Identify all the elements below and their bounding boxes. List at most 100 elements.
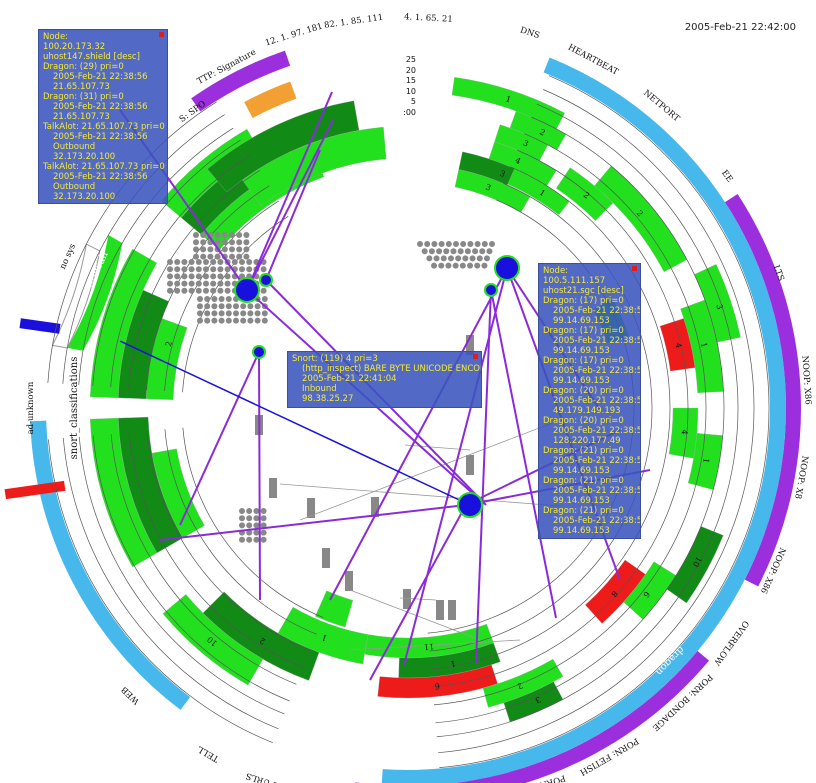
host-dot <box>474 262 481 269</box>
host-dot <box>181 259 188 265</box>
segment-label[interactable]: WEB <box>120 684 142 706</box>
host-dot <box>210 266 217 273</box>
host-dot <box>217 280 224 287</box>
ring-arc <box>191 50 291 112</box>
host-dot <box>239 536 245 543</box>
host-dot <box>462 255 469 262</box>
ring-arc <box>244 81 297 118</box>
host-dot <box>236 246 243 253</box>
cell-count: 1 <box>450 659 457 669</box>
host-dot <box>253 522 260 529</box>
alert-link <box>246 91 333 291</box>
host-dot <box>203 266 209 273</box>
host-dot <box>193 253 199 260</box>
host-dot <box>174 287 181 294</box>
segment-label[interactable]: S: SPO <box>178 99 208 125</box>
host-dot <box>210 273 217 280</box>
scale-label: 20 <box>405 65 416 75</box>
host-dot <box>233 303 239 310</box>
ring-cell <box>202 591 320 681</box>
popup-line: 100.20.173.32 <box>43 42 106 52</box>
host-dot <box>246 508 253 514</box>
host-dot <box>261 310 268 317</box>
host-dot <box>246 515 253 522</box>
host-dot <box>224 273 231 280</box>
cell-count: 3 <box>499 169 507 179</box>
cell-count: 2 <box>635 209 645 219</box>
host-dot <box>181 287 188 294</box>
host-dot <box>211 317 218 324</box>
cell-count: 2 <box>538 127 547 137</box>
ring-arc <box>725 193 802 587</box>
host-dot <box>231 259 238 265</box>
host-dot <box>481 241 488 247</box>
popup-line: 2005-Feb-21 22:38:56 <box>553 426 641 436</box>
segment-label[interactable]: 4. 1. 65. 21 <box>404 12 453 25</box>
host-dot <box>239 508 245 514</box>
host-dot <box>438 262 445 269</box>
ring-arc <box>355 650 710 783</box>
host-dot <box>174 266 181 273</box>
segment-label[interactable]: TELL <box>196 743 221 763</box>
popup-line: Dragon: (31) pri=0 <box>43 92 124 102</box>
popup-line: 2005-Feb-21 22:38:56 <box>553 336 641 346</box>
node-info-popup[interactable]: Node: 100.5.111.157 uhost21.sgc [desc] Drag… <box>538 263 641 539</box>
ring-line <box>432 149 689 688</box>
host-dot <box>260 536 267 543</box>
host-dot <box>453 241 459 247</box>
host-dot <box>253 529 260 536</box>
host-dot <box>225 317 232 324</box>
host-link <box>349 639 521 651</box>
host-dot <box>239 266 245 273</box>
host-dot <box>457 248 464 255</box>
host-dot <box>188 259 195 265</box>
popup-line: 99.14.69.153 <box>553 496 610 506</box>
scale-label: 15 <box>405 76 416 85</box>
alert-link <box>265 149 321 281</box>
ring-cells[interactable] <box>90 77 741 723</box>
popup-line: 99.14.69.153 <box>553 376 610 386</box>
segment-label[interactable]: ad-unknown <box>26 381 36 434</box>
segment-label[interactable]: snort_classifications <box>69 357 80 460</box>
cell-count: 6 <box>641 589 651 599</box>
popup-line: 21.65.107.73 <box>53 82 110 92</box>
ring-cell <box>668 407 699 459</box>
host-dot <box>200 239 207 246</box>
close-icon[interactable] <box>632 266 637 271</box>
popup-line: 2005-Feb-21 22:38:56 <box>553 516 641 526</box>
popup-line: TalkAlot: 21.65.107.73 pri=0 <box>43 122 165 132</box>
host-dot <box>467 262 474 269</box>
segment-label[interactable]: 12. 1. 97. 181 <box>264 22 324 49</box>
segment-label[interactable]: PORN: SITE URLS <box>245 770 325 783</box>
popup-line: Dragon: (21) pri=0 <box>543 506 624 516</box>
segment-label[interactable]: no sys <box>58 242 78 271</box>
close-icon[interactable] <box>473 354 478 359</box>
host-nodes[interactable] <box>234 255 520 518</box>
alert-link <box>246 119 334 291</box>
node-info-popup[interactable]: Node: 100.20.173.32 uhost147.shield [desc]… <box>38 29 168 204</box>
host-dot <box>483 255 490 262</box>
close-icon[interactable] <box>159 32 164 37</box>
alert-link <box>179 351 260 526</box>
scale-label: 5 <box>410 97 416 106</box>
host-dot <box>229 246 235 253</box>
host-dot <box>224 280 231 287</box>
segment-label[interactable]: NOOP: X86 <box>799 355 812 405</box>
host-node <box>259 273 273 287</box>
popup-line: 2005-Feb-21 22:38:56 <box>53 132 148 142</box>
host-dot <box>214 232 221 238</box>
host-link <box>299 419 561 521</box>
host-link <box>349 589 481 641</box>
host-dot <box>236 239 243 246</box>
host-dot <box>479 248 486 255</box>
segment-label[interactable]: DNS <box>519 25 541 41</box>
host-dot <box>167 287 173 294</box>
popup-line: Dragon: (21) pri=0 <box>543 446 624 456</box>
alert-info-popup[interactable]: Snort: (119) 4 pri=3 (http_inspect) BARE … <box>287 351 482 408</box>
segment-label[interactable]: EE <box>719 168 734 184</box>
host-dot <box>195 259 202 265</box>
host-dot <box>174 259 181 265</box>
segment-label[interactable]: 82. 1. 85. 111 <box>324 13 384 31</box>
popup-line: 2005-Feb-21 22:38:56 <box>53 102 148 112</box>
alert-link <box>258 351 261 601</box>
